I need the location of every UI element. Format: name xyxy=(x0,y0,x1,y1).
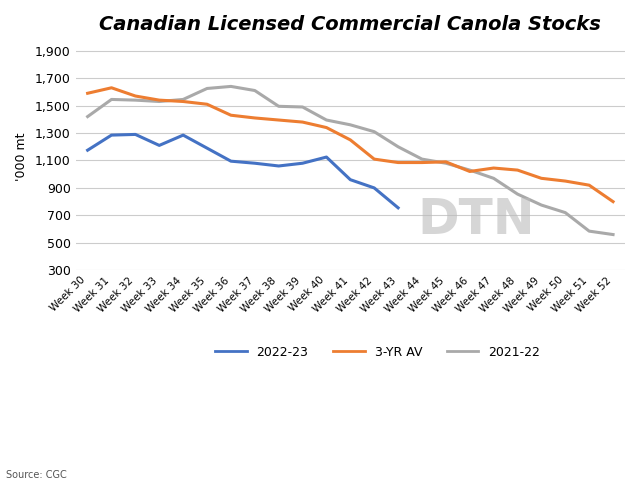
3-YR AV xyxy=(514,167,522,173)
2021-22 xyxy=(84,114,92,120)
2022-23 xyxy=(108,132,115,138)
3-YR AV xyxy=(490,165,497,171)
3-YR AV xyxy=(251,115,259,121)
Text: DTN: DTN xyxy=(418,196,536,244)
Line: 3-YR AV: 3-YR AV xyxy=(88,88,613,202)
2022-23 xyxy=(299,160,307,166)
2021-22 xyxy=(418,156,426,162)
2022-23 xyxy=(346,177,354,182)
2022-23 xyxy=(156,143,163,148)
3-YR AV xyxy=(466,168,474,174)
3-YR AV xyxy=(108,85,115,91)
2021-22 xyxy=(561,210,569,216)
2021-22 xyxy=(179,96,187,102)
2021-22 xyxy=(371,129,378,134)
Text: Source: CGC: Source: CGC xyxy=(6,469,67,480)
Line: 2021-22: 2021-22 xyxy=(88,86,613,235)
2021-22 xyxy=(323,117,330,123)
2022-23 xyxy=(132,132,140,137)
3-YR AV xyxy=(275,117,282,123)
3-YR AV xyxy=(179,98,187,104)
2021-22 xyxy=(609,232,617,238)
3-YR AV xyxy=(156,97,163,103)
2022-23 xyxy=(394,205,402,211)
2021-22 xyxy=(466,167,474,173)
3-YR AV xyxy=(538,175,545,181)
2021-22 xyxy=(514,191,522,197)
2021-22 xyxy=(394,144,402,150)
2021-22 xyxy=(227,84,235,89)
2022-23 xyxy=(251,160,259,166)
2022-23 xyxy=(84,147,92,153)
3-YR AV xyxy=(586,182,593,188)
2021-22 xyxy=(108,96,115,102)
3-YR AV xyxy=(394,160,402,166)
3-YR AV xyxy=(84,90,92,96)
3-YR AV xyxy=(203,101,211,107)
3-YR AV xyxy=(299,119,307,125)
3-YR AV xyxy=(442,159,450,165)
Title: Canadian Licensed Commercial Canola Stocks: Canadian Licensed Commercial Canola Stoc… xyxy=(99,15,601,34)
3-YR AV xyxy=(227,112,235,118)
Y-axis label: '000 mt: '000 mt xyxy=(15,133,28,181)
2021-22 xyxy=(132,97,140,103)
2022-23 xyxy=(323,154,330,160)
2021-22 xyxy=(346,122,354,128)
3-YR AV xyxy=(561,178,569,184)
Legend: 2022-23, 3-YR AV, 2021-22: 2022-23, 3-YR AV, 2021-22 xyxy=(211,341,545,363)
2021-22 xyxy=(490,175,497,181)
2022-23 xyxy=(275,163,282,169)
3-YR AV xyxy=(346,137,354,143)
3-YR AV xyxy=(609,199,617,204)
3-YR AV xyxy=(132,93,140,99)
3-YR AV xyxy=(418,160,426,166)
3-YR AV xyxy=(371,156,378,162)
2022-23 xyxy=(179,132,187,138)
2021-22 xyxy=(538,202,545,208)
2021-22 xyxy=(586,228,593,234)
Line: 2022-23: 2022-23 xyxy=(88,134,398,208)
3-YR AV xyxy=(323,125,330,131)
2022-23 xyxy=(371,185,378,191)
2021-22 xyxy=(275,103,282,109)
2021-22 xyxy=(156,98,163,104)
2021-22 xyxy=(299,104,307,110)
2021-22 xyxy=(442,160,450,166)
2021-22 xyxy=(203,85,211,91)
2021-22 xyxy=(251,88,259,94)
2022-23 xyxy=(227,158,235,164)
